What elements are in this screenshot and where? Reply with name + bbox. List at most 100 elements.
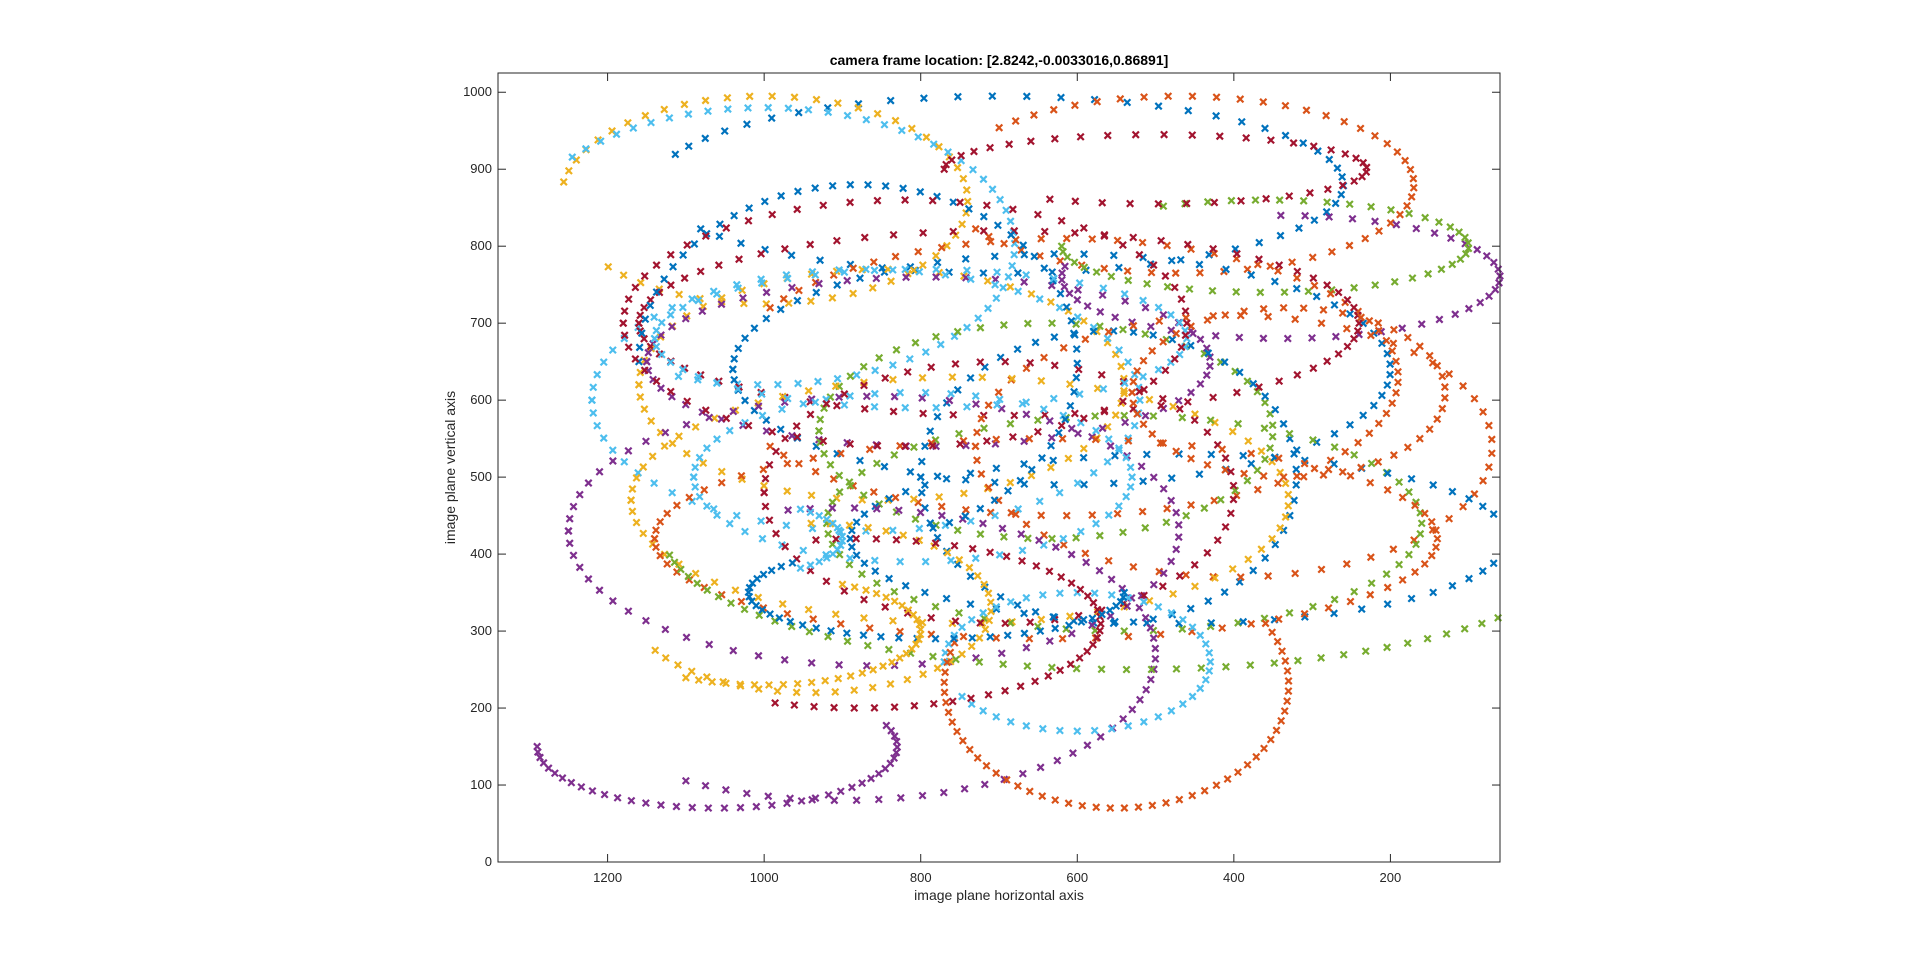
data-point — [1243, 377, 1252, 386]
data-point — [1124, 276, 1133, 285]
data-point — [1246, 661, 1255, 670]
data-point — [1425, 425, 1434, 434]
data-point — [793, 296, 802, 305]
data-point — [912, 537, 921, 546]
data-point — [905, 354, 914, 363]
data-point — [1264, 572, 1273, 581]
series-36 — [650, 265, 1191, 412]
data-point — [1014, 504, 1023, 513]
data-point — [945, 518, 954, 527]
data-point — [1090, 589, 1099, 598]
data-point — [787, 251, 796, 260]
data-point — [1154, 602, 1163, 611]
data-point — [1051, 624, 1060, 633]
data-point — [1237, 196, 1245, 205]
data-point — [1129, 328, 1138, 337]
data-point — [990, 252, 999, 261]
data-point — [888, 616, 897, 625]
data-point — [1234, 419, 1243, 428]
data-point — [712, 290, 721, 299]
data-point — [1410, 536, 1419, 545]
data-point — [1077, 617, 1086, 626]
data-point — [798, 621, 807, 630]
data-point — [1389, 451, 1398, 460]
data-point — [871, 567, 880, 576]
data-point — [979, 269, 988, 278]
data-point — [1260, 744, 1268, 753]
data-point — [1350, 450, 1359, 459]
data-point — [1161, 366, 1170, 375]
data-point — [1338, 181, 1347, 190]
data-point — [978, 373, 987, 382]
data-point — [635, 343, 644, 352]
data-point — [943, 548, 952, 557]
data-point — [1174, 396, 1183, 405]
data-point — [1018, 769, 1027, 778]
data-point — [961, 512, 970, 521]
data-point — [940, 688, 949, 697]
data-point — [804, 386, 813, 395]
data-point — [903, 367, 912, 376]
data-point — [1072, 664, 1081, 673]
data-point — [639, 529, 648, 538]
data-point — [1196, 684, 1205, 693]
y-axis-label: image plane vertical axis — [442, 391, 458, 544]
data-point — [1489, 258, 1498, 267]
data-point — [624, 446, 633, 455]
data-point — [888, 265, 897, 274]
data-point — [577, 782, 586, 791]
data-point — [1073, 479, 1082, 488]
data-point — [1221, 454, 1230, 463]
data-point — [1056, 666, 1065, 675]
data-point — [909, 443, 918, 452]
data-point — [1025, 434, 1034, 443]
data-point — [1356, 124, 1365, 133]
data-point — [811, 184, 820, 193]
data-point — [1095, 531, 1104, 540]
data-point — [1284, 490, 1293, 499]
data-point — [860, 233, 869, 242]
data-point — [990, 496, 999, 505]
data-point — [1100, 406, 1109, 415]
data-point — [915, 267, 924, 276]
data-point — [1104, 511, 1113, 520]
data-point — [1115, 346, 1124, 355]
data-point — [1022, 593, 1031, 602]
data-point — [678, 303, 687, 312]
data-point — [750, 680, 759, 689]
data-point — [835, 265, 844, 274]
data-point — [793, 187, 802, 196]
data-point — [1049, 105, 1058, 114]
data-point — [745, 92, 754, 101]
data-point — [1346, 309, 1355, 318]
data-point — [1167, 706, 1176, 715]
data-point — [1407, 594, 1416, 603]
data-point — [1030, 252, 1039, 261]
data-point — [786, 794, 795, 803]
data-point — [1114, 263, 1123, 272]
data-point — [1218, 445, 1227, 454]
data-point — [1146, 322, 1155, 331]
data-point — [743, 103, 752, 112]
data-point — [1212, 781, 1221, 790]
data-point — [695, 492, 704, 501]
data-point — [1220, 358, 1229, 367]
data-point — [834, 674, 843, 683]
data-point — [1264, 312, 1273, 321]
data-point — [814, 377, 822, 386]
data-point — [1346, 420, 1355, 429]
data-point — [657, 318, 666, 327]
data-point — [942, 241, 951, 250]
data-point — [1304, 287, 1313, 296]
data-point — [682, 633, 691, 642]
data-point — [1285, 608, 1294, 617]
data-point — [868, 683, 877, 692]
data-point — [829, 475, 838, 484]
data-point — [847, 783, 856, 792]
data-point — [702, 444, 711, 453]
data-point — [917, 488, 926, 497]
data-point — [953, 526, 962, 535]
data-point — [1292, 284, 1301, 293]
data-point — [533, 742, 542, 751]
